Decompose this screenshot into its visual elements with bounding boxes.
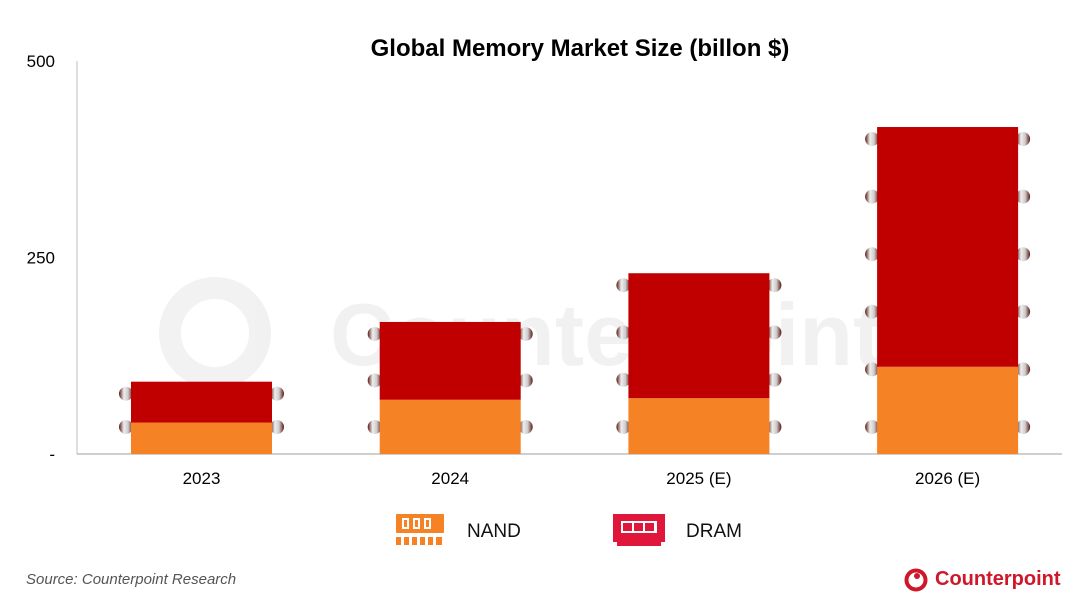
chip-pin (1016, 420, 1031, 434)
x-tick-label: 2026 (E) (915, 469, 980, 488)
y-tick-label: - (49, 445, 55, 464)
chart-title: Global Memory Market Size (billon $) (371, 35, 790, 62)
bar-dram-3 (877, 127, 1019, 367)
counterpoint-logo-icon (904, 568, 928, 592)
chip-pin (767, 372, 782, 387)
chip-pin (616, 420, 631, 434)
bar-dram-0 (131, 381, 272, 423)
bar-nand-2 (628, 398, 770, 454)
chip-pin (367, 373, 382, 388)
chip-pin (119, 420, 133, 434)
legend-label-dram: DRAM (686, 521, 742, 542)
chip-pin (865, 304, 880, 319)
bar-nand-1 (379, 399, 521, 454)
chip-pin (1016, 362, 1031, 377)
chip-pin (270, 386, 284, 401)
chip-pin (1016, 132, 1031, 147)
y-tick-label: 250 (27, 249, 55, 268)
counterpoint-logo: Counterpoint (903, 566, 1061, 592)
chip-pin (270, 420, 284, 434)
legend-label-nand: NAND (467, 521, 521, 542)
chip-pin (865, 132, 880, 147)
chip-pin (865, 189, 880, 204)
chip-pin (367, 326, 382, 341)
dram-chip-icon (613, 514, 665, 546)
chip-pin (865, 420, 880, 434)
chip-pin (767, 325, 782, 340)
nand-chip-icon (396, 514, 444, 545)
chip-pin (767, 420, 782, 434)
x-tick-label: 2024 (431, 469, 469, 488)
chip-pin (518, 420, 533, 434)
legend: NAND DRAM (396, 514, 742, 546)
chip-pin (865, 362, 880, 377)
logo-text: Counterpoint (935, 567, 1061, 590)
chip-pin (518, 326, 533, 341)
x-tick-label: 2025 (E) (666, 469, 731, 488)
bar-dram-2 (628, 273, 770, 399)
chip-pin (865, 247, 880, 262)
x-tick-label: 2023 (183, 469, 221, 488)
chip-pin (367, 420, 382, 434)
bar-nand-3 (877, 366, 1019, 454)
chip-pin (1016, 189, 1031, 204)
legend-item-dram: DRAM (613, 514, 742, 546)
chip-pin (1016, 304, 1031, 319)
y-tick-label: 500 (27, 52, 55, 71)
source-note: Source: Counterpoint Research (26, 571, 237, 588)
chip-pin (518, 373, 533, 388)
chip-pin (616, 325, 631, 340)
chip-pin (767, 278, 782, 293)
chip-pin (616, 278, 631, 293)
bar-dram-1 (379, 321, 521, 400)
chip-pin (616, 372, 631, 387)
chip-pin (119, 386, 133, 401)
chip-pin (1016, 247, 1031, 262)
legend-item-nand: NAND (396, 514, 521, 545)
bar-nand-0 (131, 422, 272, 454)
